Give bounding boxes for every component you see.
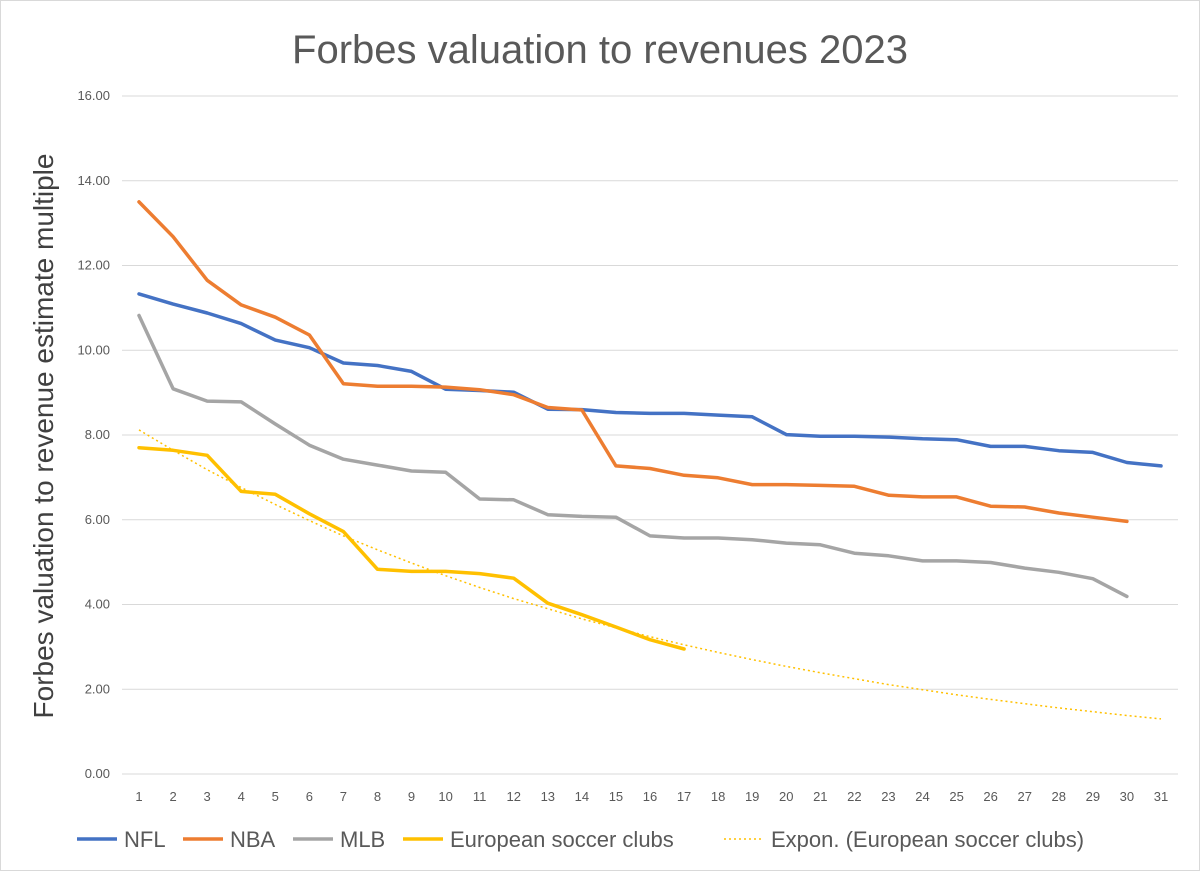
legend: NFL NBA MLB European soccer clubs Expon. (Eu… — [77, 827, 1084, 852]
legend-label: European soccer clubs — [450, 827, 674, 852]
series-line-expon-european-soccer-clubs — [138, 429, 1162, 720]
y-tick-label: 10.00 — [77, 342, 110, 357]
x-tick-label: 27 — [1017, 789, 1031, 804]
x-tick-label: 11 — [473, 789, 487, 804]
x-tick-label: 9 — [408, 789, 415, 804]
gridlines — [122, 95, 1178, 775]
x-tick-label: 4 — [238, 789, 245, 804]
x-axis-ticks: 1 2 3 4 5 6 7 8 9 10 11 12 13 14 15 16 17 18 19 20 21 22 23 24 2… — [135, 789, 1168, 804]
x-tick-label: 2 — [169, 789, 176, 804]
y-axis-ticks: 0.00 2.00 4.00 6.00 8.00 10.00 12.00 14.00 16.00 — [77, 88, 110, 781]
legend-label: MLB — [340, 827, 385, 852]
legend-label: Expon. (European soccer clubs) — [771, 827, 1084, 852]
x-tick-label: 19 — [745, 789, 759, 804]
x-tick-label: 25 — [949, 789, 963, 804]
x-tick-label: 8 — [374, 789, 381, 804]
series-line-european-soccer-clubs — [137, 445, 686, 651]
y-tick-label: 0.00 — [85, 766, 110, 781]
y-tick-label: 6.00 — [85, 512, 110, 527]
x-tick-label: 7 — [340, 789, 347, 804]
x-tick-label: 21 — [813, 789, 827, 804]
x-tick-label: 5 — [272, 789, 279, 804]
y-tick-label: 12.00 — [77, 258, 110, 273]
x-tick-label: 20 — [779, 789, 793, 804]
x-tick-label: 23 — [881, 789, 895, 804]
y-tick-label: 16.00 — [77, 88, 110, 103]
series-line-nba — [137, 200, 1129, 524]
x-tick-label: 6 — [306, 789, 313, 804]
chart-title: Forbes valuation to revenues 2023 — [292, 28, 908, 72]
x-tick-label: 26 — [983, 789, 997, 804]
x-tick-label: 31 — [1154, 789, 1168, 804]
x-tick-label: 29 — [1086, 789, 1100, 804]
x-tick-label: 14 — [575, 789, 589, 804]
x-tick-label: 24 — [915, 789, 929, 804]
x-tick-label: 15 — [609, 789, 623, 804]
x-tick-label: 18 — [711, 789, 725, 804]
y-tick-label: 4.00 — [85, 597, 110, 612]
x-tick-label: 17 — [677, 789, 691, 804]
series-lines — [137, 200, 1163, 720]
x-tick-label: 12 — [507, 789, 521, 804]
y-tick-label: 8.00 — [85, 427, 110, 442]
x-tick-label: 3 — [204, 789, 211, 804]
x-tick-label: 16 — [643, 789, 657, 804]
x-tick-label: 30 — [1120, 789, 1134, 804]
x-tick-label: 22 — [847, 789, 861, 804]
x-tick-label: 1 — [135, 789, 142, 804]
legend-label: NFL — [124, 827, 166, 852]
series-line-mlb — [137, 313, 1129, 599]
legend-label: NBA — [230, 827, 276, 852]
series-line-nfl — [137, 292, 1163, 468]
x-tick-label: 13 — [541, 789, 555, 804]
x-tick-label: 28 — [1052, 789, 1066, 804]
y-axis-label: Forbes valuation to revenue estimate mul… — [28, 154, 59, 719]
x-tick-label: 10 — [438, 789, 452, 804]
y-tick-label: 2.00 — [85, 681, 110, 696]
y-tick-label: 14.00 — [77, 173, 110, 188]
